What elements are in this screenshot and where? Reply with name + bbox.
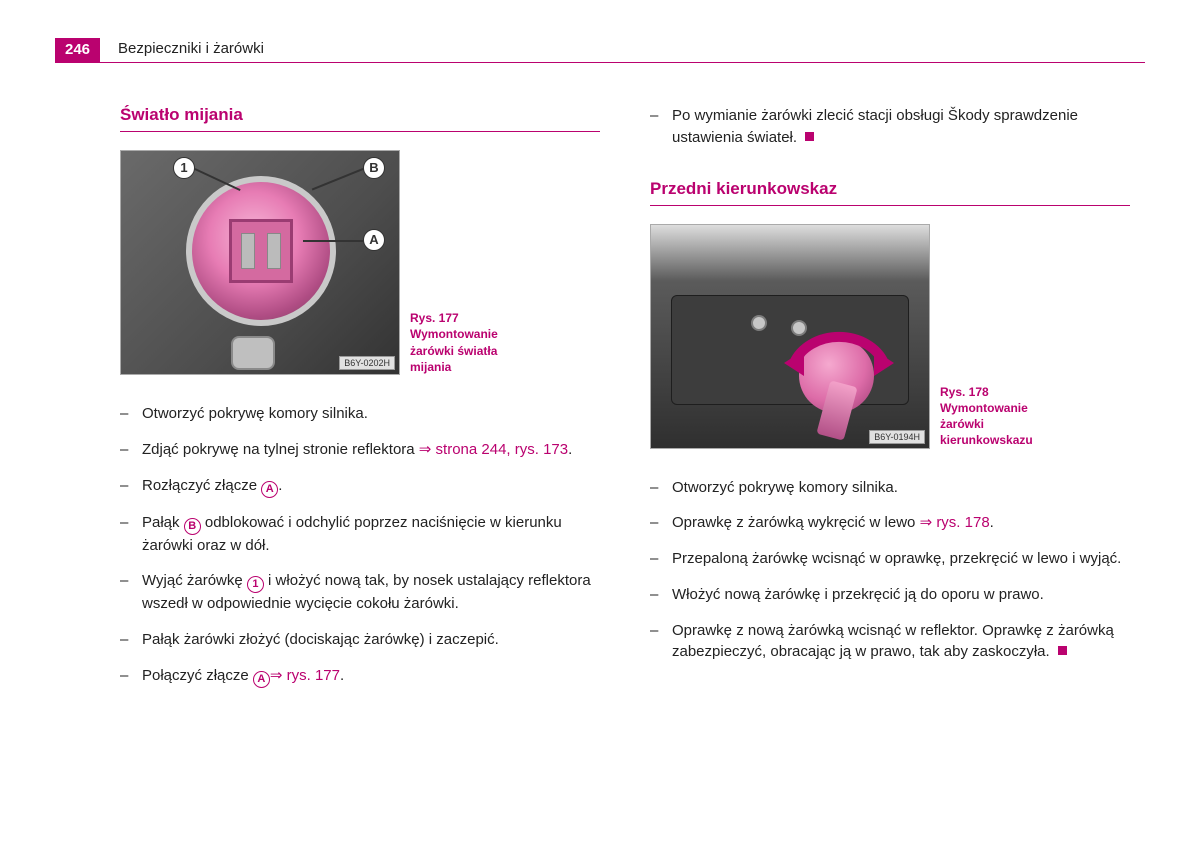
list-item: Włożyć nową żarówkę i przekręcić ją do o… <box>672 584 1130 606</box>
right-steps: Otworzyć pokrywę komory silnika. Oprawkę… <box>650 477 1130 664</box>
figure-178: B6Y-0194H Rys. 178 Wymontowanie żarówki … <box>650 224 1130 449</box>
callout-a: A <box>363 229 385 251</box>
list-item: Przepaloną żarówkę wcisnąć w oprawkę, pr… <box>672 548 1130 570</box>
right-heading: Przedni kierunkowskaz <box>650 179 1130 199</box>
crossref: ⇒ rys. 177 <box>270 667 340 684</box>
page-header: 246 Bezpieczniki i żarówki <box>55 38 1145 63</box>
list-item: Oprawkę z nową żarówką wcisnąć w reflekt… <box>672 620 1130 664</box>
page-number: 246 <box>55 38 100 62</box>
rotate-arrow-icon <box>779 308 899 378</box>
figure-177: 1 B A B6Y-0202H Rys. 177 Wymontowanie ża… <box>120 150 600 375</box>
figure-178-image: B6Y-0194H <box>650 224 930 449</box>
left-heading-rule <box>120 131 600 132</box>
list-item: Pałąk B odblokować i odchylić poprzez na… <box>142 512 600 557</box>
left-heading: Światło mijania <box>120 105 600 125</box>
circle-label-b: B <box>184 518 201 535</box>
crossref: ⇒ strona 244, rys. 173 <box>419 441 568 458</box>
list-item: Pałąk żarówki złożyć (dociskając żarówkę… <box>142 629 600 651</box>
circle-label-1: 1 <box>247 576 264 593</box>
callout-b: B <box>363 157 385 179</box>
figure-177-idtag: B6Y-0202H <box>339 356 395 370</box>
figure-177-image: 1 B A B6Y-0202H <box>120 150 400 375</box>
end-mark-icon <box>805 132 814 141</box>
end-mark-icon <box>1058 646 1067 655</box>
list-item: Otworzyć pokrywę komory silnika. <box>142 403 600 425</box>
figure-178-idtag: B6Y-0194H <box>869 430 925 444</box>
left-column: Światło mijania 1 B A B6Y-0202H Rys. 1 <box>120 105 600 702</box>
circle-label-a: A <box>253 671 270 688</box>
list-item: Połączyć złącze A⇒ rys. 177. <box>142 665 600 688</box>
list-item: Oprawkę z żarówką wykręcić w lewo ⇒ rys.… <box>672 512 1130 534</box>
list-item: Zdjąć pokrywę na tylnej stronie reflekto… <box>142 439 600 461</box>
list-item: Wyjąć żarówkę 1 i włożyć nową tak, by no… <box>142 570 600 615</box>
right-column: –Po wymianie żarówki zlecić stacji obsłu… <box>650 105 1130 702</box>
circle-label-a: A <box>261 481 278 498</box>
figure-177-caption: Rys. 177 Wymontowanie żarówki światła mi… <box>410 310 520 375</box>
page-section-title: Bezpieczniki i żarówki <box>118 40 264 60</box>
list-item: Rozłączyć złącze A. <box>142 475 600 498</box>
content-grid: Światło mijania 1 B A B6Y-0202H Rys. 1 <box>120 105 1130 702</box>
callout-1: 1 <box>173 157 195 179</box>
left-steps: Otworzyć pokrywę komory silnika. Zdjąć p… <box>120 403 600 688</box>
list-item: Otworzyć pokrywę komory silnika. <box>672 477 1130 499</box>
crossref: ⇒ rys. 178 <box>920 514 990 531</box>
right-heading-rule <box>650 205 1130 206</box>
figure-178-caption: Rys. 178 Wymontowanie żarówki kierunkows… <box>940 384 1050 449</box>
right-top-continuation: –Po wymianie żarówki zlecić stacji obsłu… <box>650 105 1130 149</box>
